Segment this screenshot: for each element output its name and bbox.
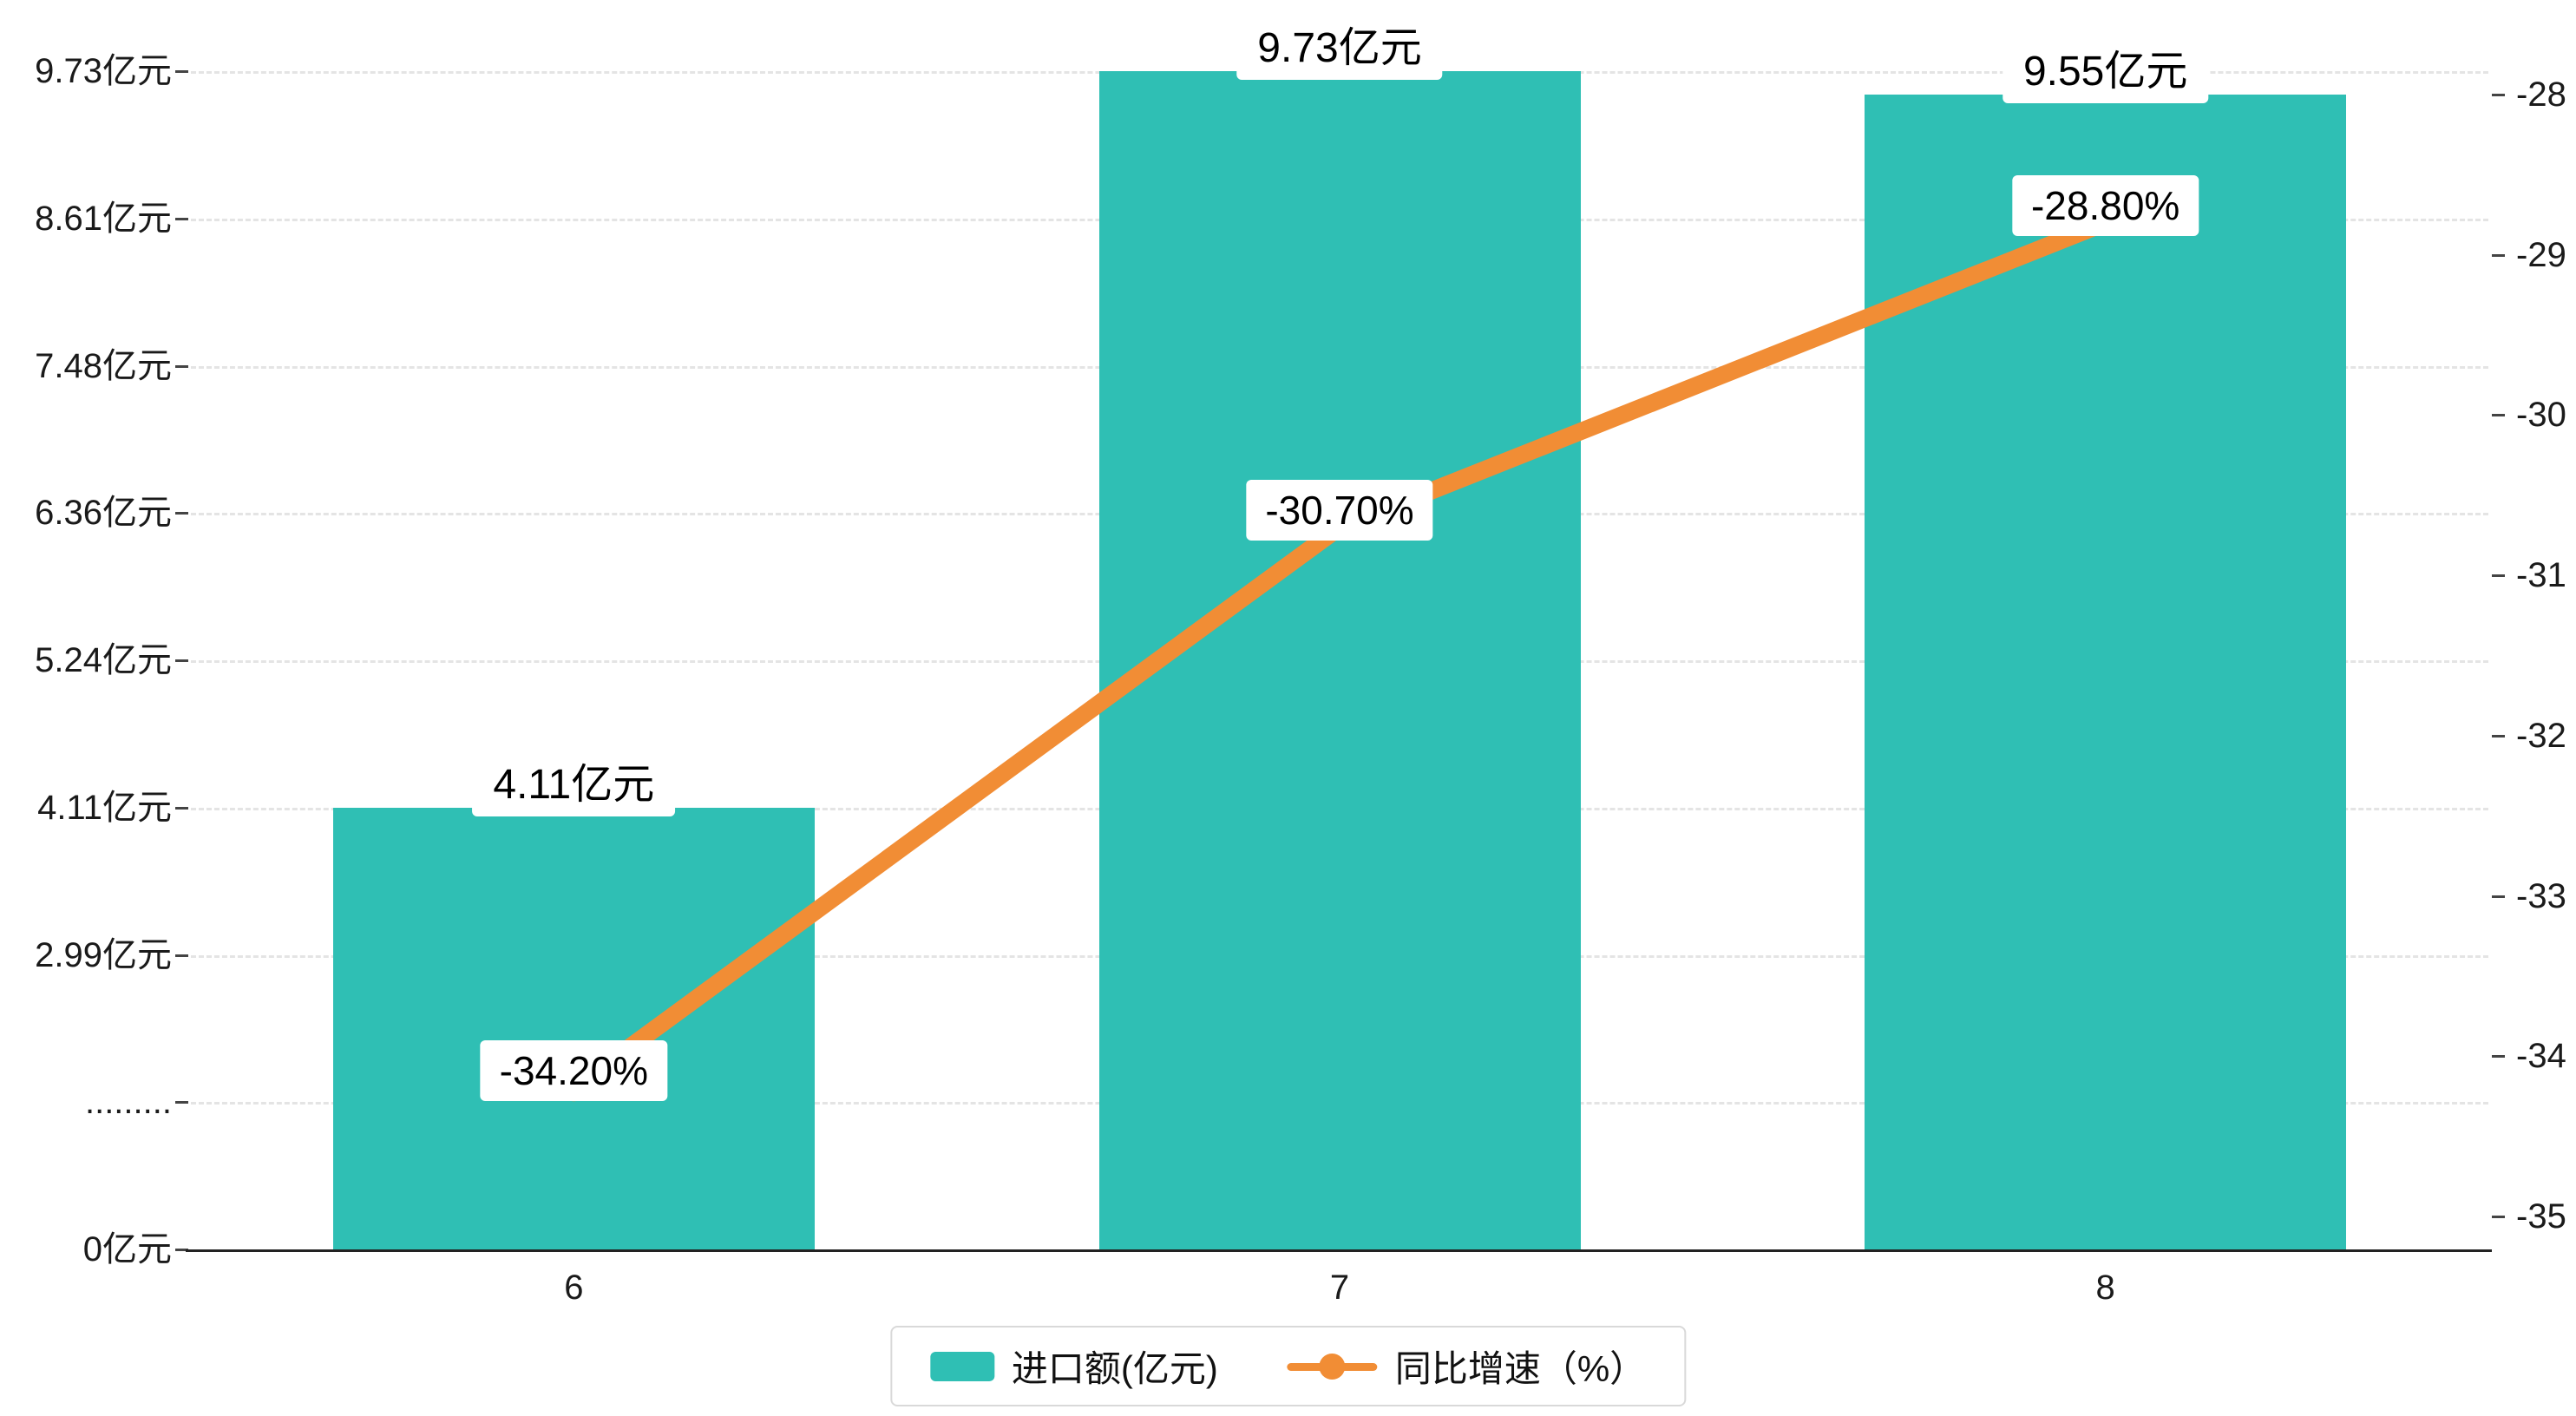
left-axis-label: 6.36亿元: [35, 494, 172, 533]
growth-rate-line-path: [565, 213, 2114, 1098]
left-axis-tick: [175, 70, 188, 73]
line-value-label: -30.70%: [1246, 479, 1433, 541]
left-axis-label: 9.73亿元: [35, 52, 172, 90]
x-axis-label: 8: [2095, 1268, 2115, 1307]
left-axis-label: 4.11亿元: [37, 788, 172, 827]
bar-value-label: 4.11亿元: [472, 753, 676, 816]
left-axis-tick: [175, 659, 188, 662]
left-axis-tick: [175, 806, 188, 810]
left-axis-label: 5.24亿元: [35, 641, 172, 679]
right-axis-tick: [2492, 734, 2505, 738]
right-axis-tick: [2492, 253, 2505, 257]
left-axis-label: 8.61亿元: [35, 199, 172, 238]
left-axis-label: 0亿元: [82, 1230, 172, 1268]
bar-value-label: 9.73亿元: [1236, 17, 1443, 80]
right-axis-label: -35: [2516, 1197, 2566, 1236]
right-axis-label: -28: [2516, 75, 2566, 114]
left-axis-tick: [175, 1249, 188, 1251]
right-axis-label: -31: [2516, 556, 2566, 595]
right-axis-label: -30: [2516, 396, 2566, 435]
legend-item-import-value[interactable]: 进口额(亿元): [929, 1340, 1218, 1393]
line-value-label: -34.20%: [480, 1040, 667, 1102]
bar-swatch-icon: [929, 1351, 994, 1381]
bar-month-7: [1098, 71, 1581, 1249]
right-axis-label: -29: [2516, 235, 2566, 274]
line-swatch-dot: [1319, 1353, 1346, 1380]
right-axis-label: -34: [2516, 1037, 2566, 1076]
x-axis-line: [186, 1249, 2492, 1252]
right-axis-label: -32: [2516, 716, 2566, 755]
x-axis-label: 7: [1329, 1268, 1350, 1307]
right-axis-tick: [2492, 895, 2505, 898]
right-axis-tick: [2492, 94, 2505, 96]
left-axis-label: 2.99亿元: [35, 935, 172, 974]
left-axis-label: .........: [84, 1083, 172, 1122]
legend-label-growth-rate: 同比增速（%）: [1394, 1348, 1647, 1389]
bar-value-label: 9.55亿元: [2002, 41, 2209, 104]
left-axis-tick: [175, 364, 188, 368]
right-axis-tick: [2492, 574, 2505, 578]
left-axis-tick: [175, 217, 188, 220]
left-axis-tick: [175, 954, 188, 957]
left-axis-label: 7.48亿元: [35, 346, 172, 385]
bar-month-6: [332, 807, 815, 1249]
left-axis-tick: [175, 1101, 188, 1105]
right-axis-tick: [2492, 1216, 2505, 1218]
left-axis-tick: [175, 512, 188, 515]
right-axis-tick: [2492, 1055, 2505, 1059]
line-swatch-icon: [1287, 1352, 1378, 1381]
x-axis-label: 6: [564, 1268, 584, 1307]
right-axis-label: -33: [2516, 876, 2566, 915]
legend-label-import-value: 进口额(亿元): [1011, 1348, 1218, 1389]
right-axis-tick: [2492, 414, 2505, 417]
legend: 进口额(亿元) 同比增速（%）: [889, 1326, 1687, 1406]
legend-item-growth-rate[interactable]: 同比增速（%）: [1287, 1340, 1647, 1393]
line-value-label: -28.80%: [2011, 174, 2199, 236]
